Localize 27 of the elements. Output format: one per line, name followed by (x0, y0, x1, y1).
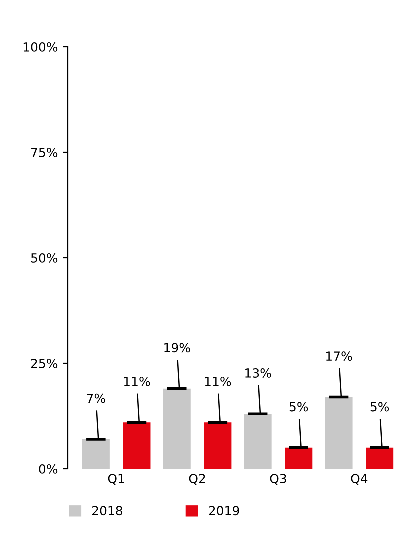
data-label: 19% (164, 343, 190, 353)
data-label: 5% (370, 402, 390, 412)
bar (163, 388, 191, 469)
y-tick-label: 50% (31, 253, 58, 263)
x-tick-label: Q4 (351, 474, 368, 485)
data-label: 5% (290, 402, 308, 412)
bar (244, 414, 272, 469)
bar (204, 422, 232, 469)
data-label: 11% (124, 376, 150, 386)
x-tick-label: Q1 (108, 474, 124, 485)
y-tick-label: 100% (24, 42, 58, 52)
x-tick-label: Q3 (270, 474, 286, 485)
bar (82, 439, 110, 469)
data-label: 17% (326, 352, 352, 362)
data-label: 11% (205, 376, 232, 386)
bar (366, 448, 394, 469)
y-tick-label: 25% (31, 358, 58, 368)
bar (285, 448, 313, 469)
y-tick-label: 75% (32, 148, 58, 158)
data-label: 13% (246, 368, 272, 378)
bar (123, 422, 151, 469)
legend-label: 2019 (209, 506, 240, 516)
data-label: 7% (87, 394, 106, 404)
x-tick-label: Q2 (189, 474, 206, 485)
y-tick-label: 0% (39, 464, 58, 474)
bar (325, 397, 353, 469)
legend-label: 2018 (92, 506, 123, 516)
